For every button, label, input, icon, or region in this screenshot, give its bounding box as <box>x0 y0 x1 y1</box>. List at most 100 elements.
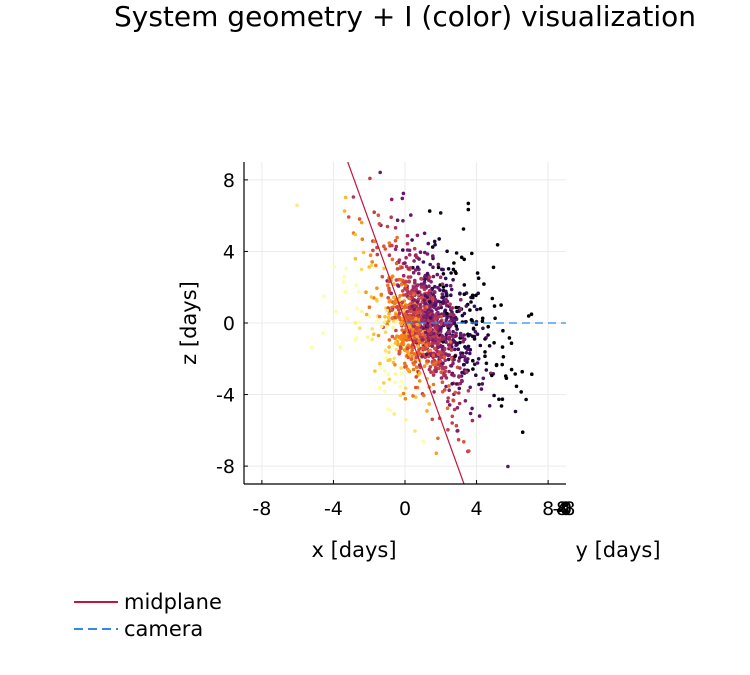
scatter-point <box>499 303 503 307</box>
scatter-point <box>360 237 365 241</box>
scatter-point <box>399 282 404 287</box>
scatter-point <box>409 350 414 355</box>
scatter-point <box>417 347 421 352</box>
scatter-point <box>452 373 456 378</box>
scatter-point <box>353 232 358 237</box>
x-axis-label: x [days] <box>311 538 396 562</box>
scatter-point <box>457 391 461 395</box>
scatter-point <box>407 305 411 310</box>
scatter-point <box>412 298 417 302</box>
scatter-point <box>385 308 390 313</box>
scatter-point <box>450 414 455 419</box>
scatter-point <box>403 293 408 297</box>
scatter-point <box>383 348 388 353</box>
scatter-point <box>413 278 417 283</box>
legend: midplane camera <box>72 588 222 642</box>
scatter-point <box>389 197 394 202</box>
scatter-point <box>398 393 403 398</box>
scatter-point <box>429 370 433 374</box>
scatter-point <box>414 375 419 379</box>
scatter-point <box>423 346 428 351</box>
scatter-point <box>404 283 408 288</box>
scatter-point <box>431 353 436 358</box>
scatter-point <box>355 306 360 311</box>
scatter-point <box>359 267 364 272</box>
scatter-point <box>457 401 462 406</box>
scatter-point <box>394 347 399 352</box>
scatter-point <box>387 288 392 293</box>
scatter-point <box>470 293 475 298</box>
scatter-point <box>368 253 373 257</box>
scatter-point <box>386 283 390 288</box>
scatter-point <box>486 324 491 329</box>
scatter-point <box>385 224 390 229</box>
scatter-point <box>405 315 409 319</box>
scatter-point <box>462 283 467 287</box>
scatter-point <box>401 248 405 252</box>
scatter-point <box>451 278 455 282</box>
scatter-point <box>477 382 481 387</box>
scatter-point <box>445 406 450 411</box>
scatter-point <box>462 311 467 316</box>
scatter-point <box>398 294 402 298</box>
scatter-point <box>438 327 443 332</box>
scatter-point <box>440 366 445 371</box>
scatter-point <box>483 350 487 354</box>
scatter-point <box>448 345 452 350</box>
scatter-point <box>449 364 454 368</box>
scatter-point <box>428 324 433 329</box>
scatter-point <box>395 334 399 339</box>
scatter-point <box>370 337 375 342</box>
scatter-point <box>382 389 387 394</box>
scatter-point <box>404 418 408 422</box>
scatter-point <box>427 275 432 280</box>
scatter-point <box>411 292 416 297</box>
scatter-point <box>387 338 392 342</box>
scatter-point <box>393 247 398 252</box>
scatter-point <box>439 314 444 319</box>
scatter-point <box>468 333 472 337</box>
scatter-point <box>471 367 475 371</box>
scatter-point <box>462 292 467 297</box>
scatter-point <box>472 334 477 339</box>
scatter-point <box>376 213 381 217</box>
scatter-point <box>441 312 446 317</box>
scatter-point <box>401 273 406 278</box>
scatter-point <box>405 233 410 238</box>
y-tick-label-2: 0 <box>223 313 235 335</box>
scatter-point <box>492 393 496 398</box>
scatter-point <box>418 250 423 254</box>
scatter-point <box>444 297 449 302</box>
scatter-point <box>460 378 464 383</box>
scatter-point <box>428 331 433 336</box>
scatter-point <box>474 293 478 298</box>
scatter-point <box>396 284 401 288</box>
scatter-point <box>475 307 479 312</box>
scatter-point <box>417 257 421 261</box>
scatter-point <box>410 304 414 309</box>
scatter-point <box>462 440 466 444</box>
scatter-point <box>338 345 343 350</box>
scatter-point <box>382 244 386 248</box>
scatter-point <box>470 418 475 423</box>
scatter-point <box>391 319 396 323</box>
scatter-point <box>466 389 471 393</box>
scatter-point <box>359 220 364 225</box>
scatter-point <box>413 395 418 399</box>
scatter-point <box>447 403 452 407</box>
scatter-point <box>459 297 463 302</box>
scatter-point <box>374 263 378 268</box>
scatter-point <box>468 385 473 390</box>
scatter-point <box>423 293 427 298</box>
scatter-point <box>446 428 450 432</box>
scatter-point <box>466 344 471 349</box>
y2-tick-label-0: 8 <box>556 498 568 520</box>
scatter-point <box>356 289 361 294</box>
scatter-point <box>407 248 412 253</box>
scatter-point <box>404 335 408 340</box>
scatter-point <box>462 257 467 262</box>
scatter-point <box>457 359 461 363</box>
scatter-point <box>451 335 455 339</box>
scatter-point <box>378 170 383 175</box>
scatter-point <box>470 251 474 256</box>
